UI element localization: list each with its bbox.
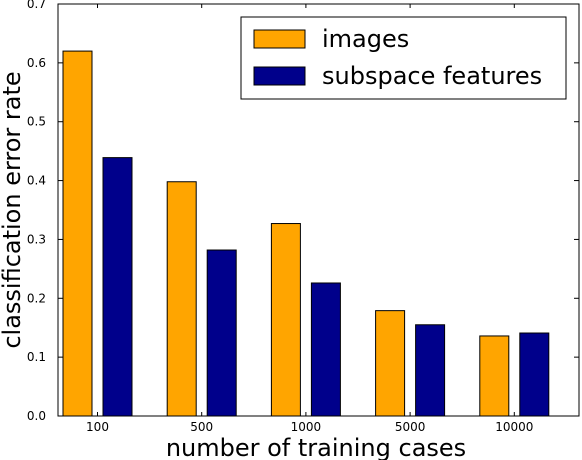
x-tick-label-10000: 10000 (495, 420, 533, 434)
y-tick-label-0.0: 0.0 (27, 409, 46, 423)
bar-subspace-features-10000 (519, 332, 550, 417)
bar-subspace-features-1000 (310, 282, 341, 417)
legend-label-subspace-features: subspace features (322, 62, 542, 90)
y-tick-label-0.3: 0.3 (27, 232, 46, 246)
bar-images-10000 (479, 335, 510, 417)
x-tick-label-5000: 5000 (395, 420, 426, 434)
y-tick-label-0.7: 0.7 (27, 0, 46, 11)
y-tick-label-0.6: 0.6 (27, 56, 46, 70)
x-axis-label: number of training cases (166, 434, 466, 460)
plot-frame (57, 3, 580, 417)
x-axis-ticks: 100 500 1000 5000 10000 (86, 4, 533, 434)
bar-subspace-features-500 (206, 249, 237, 417)
legend: images subspace features (240, 16, 567, 100)
x-tick-label-500: 500 (190, 420, 213, 434)
bar-subspace-features-5000 (415, 324, 446, 417)
legend-label-images: images (322, 25, 409, 53)
legend-swatch-images (253, 29, 306, 49)
bars-layer (62, 50, 550, 417)
y-tick-label-0.4: 0.4 (27, 174, 46, 188)
y-axis-ticks: 0.0 0.1 0.2 0.3 0.4 0.5 0.6 0.7 (27, 0, 579, 423)
x-tick-label-100: 100 (86, 420, 109, 434)
legend-swatch-subspace-features (253, 66, 306, 86)
bar-images-5000 (375, 310, 406, 417)
bar-images-1000 (270, 223, 301, 417)
bar-images-100 (62, 50, 93, 417)
bar-subspace-features-100 (102, 157, 133, 417)
y-tick-label-0.1: 0.1 (27, 350, 46, 364)
y-tick-label-0.5: 0.5 (27, 115, 46, 129)
bar-images-500 (166, 181, 197, 417)
x-tick-label-1000: 1000 (291, 420, 322, 434)
y-tick-label-0.2: 0.2 (27, 291, 46, 305)
y-axis-label: classification error rate (0, 71, 26, 348)
